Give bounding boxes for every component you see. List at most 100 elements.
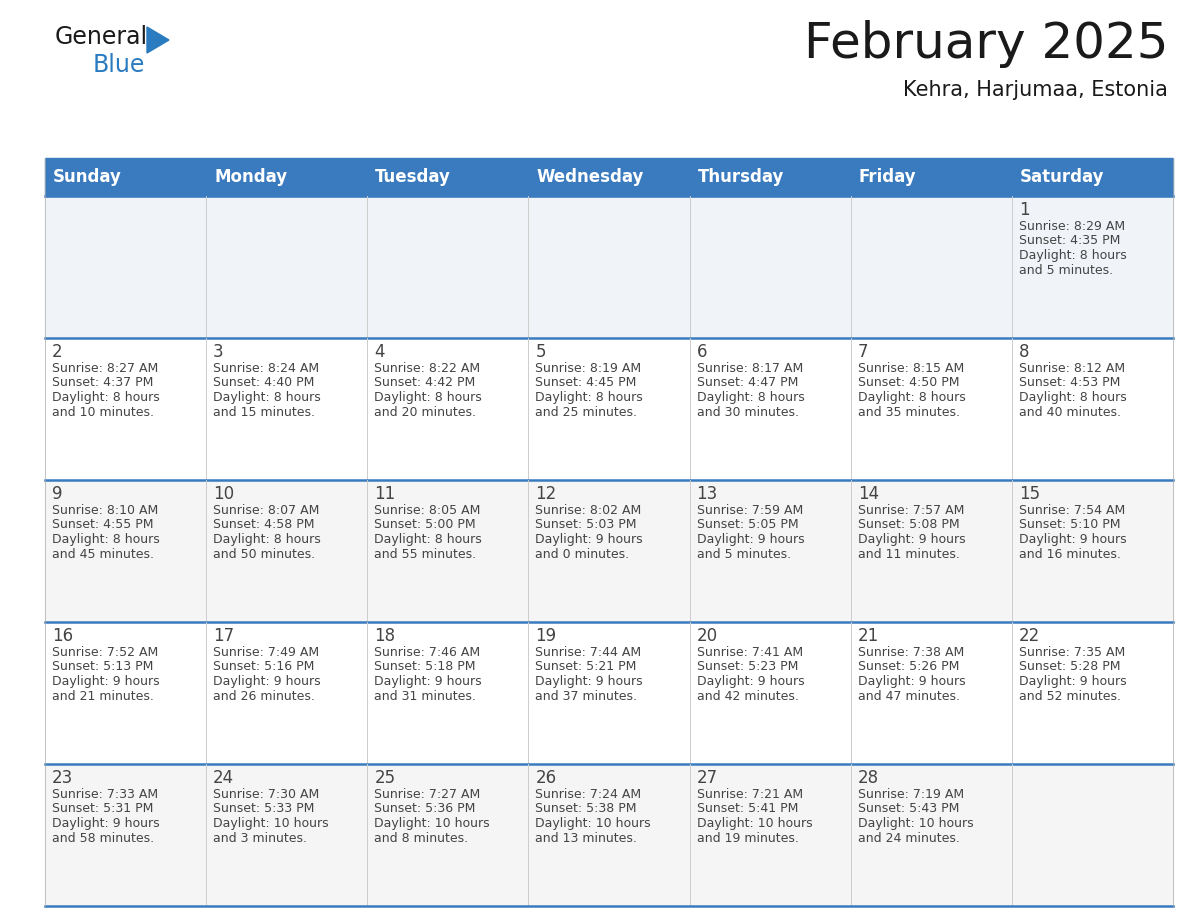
Text: Sunset: 5:26 PM: Sunset: 5:26 PM: [858, 660, 959, 674]
Text: and 8 minutes.: and 8 minutes.: [374, 832, 468, 845]
Text: and 20 minutes.: and 20 minutes.: [374, 406, 476, 419]
Text: Sunrise: 7:59 AM: Sunrise: 7:59 AM: [696, 504, 803, 517]
Text: 19: 19: [536, 627, 556, 645]
Text: and 30 minutes.: and 30 minutes.: [696, 406, 798, 419]
Text: Sunset: 4:45 PM: Sunset: 4:45 PM: [536, 376, 637, 389]
Text: and 5 minutes.: and 5 minutes.: [696, 547, 791, 561]
Text: and 11 minutes.: and 11 minutes.: [858, 547, 960, 561]
Bar: [45, 158, 1173, 196]
Text: and 19 minutes.: and 19 minutes.: [696, 832, 798, 845]
Text: and 21 minutes.: and 21 minutes.: [52, 689, 154, 702]
Text: Sunday: Sunday: [53, 168, 122, 186]
Text: Sunrise: 7:44 AM: Sunrise: 7:44 AM: [536, 646, 642, 659]
Text: Tuesday: Tuesday: [375, 168, 451, 186]
Bar: [45, 338, 1173, 480]
Text: Sunset: 5:13 PM: Sunset: 5:13 PM: [52, 660, 153, 674]
Text: Sunset: 5:41 PM: Sunset: 5:41 PM: [696, 802, 798, 815]
Text: Sunrise: 7:33 AM: Sunrise: 7:33 AM: [52, 788, 158, 801]
Bar: [45, 196, 1173, 338]
Text: Sunrise: 8:17 AM: Sunrise: 8:17 AM: [696, 362, 803, 375]
Text: 15: 15: [1019, 485, 1040, 503]
Text: Daylight: 8 hours: Daylight: 8 hours: [858, 391, 966, 404]
Bar: [45, 764, 1173, 906]
Text: 13: 13: [696, 485, 718, 503]
Text: 11: 11: [374, 485, 396, 503]
Text: Daylight: 8 hours: Daylight: 8 hours: [1019, 391, 1126, 404]
Text: February 2025: February 2025: [803, 20, 1168, 68]
Text: Sunrise: 7:30 AM: Sunrise: 7:30 AM: [213, 788, 320, 801]
Text: and 55 minutes.: and 55 minutes.: [374, 547, 476, 561]
Text: Daylight: 9 hours: Daylight: 9 hours: [858, 675, 966, 688]
Text: 23: 23: [52, 769, 74, 787]
Text: Sunrise: 7:38 AM: Sunrise: 7:38 AM: [858, 646, 963, 659]
Text: Sunrise: 7:49 AM: Sunrise: 7:49 AM: [213, 646, 320, 659]
Text: General: General: [55, 25, 148, 49]
Text: Sunrise: 7:21 AM: Sunrise: 7:21 AM: [696, 788, 803, 801]
Text: Sunrise: 8:10 AM: Sunrise: 8:10 AM: [52, 504, 158, 517]
Text: and 45 minutes.: and 45 minutes.: [52, 547, 154, 561]
Text: Sunset: 5:38 PM: Sunset: 5:38 PM: [536, 802, 637, 815]
Text: Sunset: 5:18 PM: Sunset: 5:18 PM: [374, 660, 475, 674]
Text: Sunrise: 7:27 AM: Sunrise: 7:27 AM: [374, 788, 480, 801]
Text: 21: 21: [858, 627, 879, 645]
Text: Daylight: 8 hours: Daylight: 8 hours: [1019, 249, 1126, 262]
Text: and 13 minutes.: and 13 minutes.: [536, 832, 637, 845]
Text: 27: 27: [696, 769, 718, 787]
Text: 10: 10: [213, 485, 234, 503]
Text: Daylight: 10 hours: Daylight: 10 hours: [213, 817, 329, 830]
Text: 28: 28: [858, 769, 879, 787]
Text: 9: 9: [52, 485, 63, 503]
Text: Daylight: 9 hours: Daylight: 9 hours: [374, 675, 482, 688]
Text: Sunrise: 7:57 AM: Sunrise: 7:57 AM: [858, 504, 965, 517]
Text: and 10 minutes.: and 10 minutes.: [52, 406, 154, 419]
Text: Sunset: 4:42 PM: Sunset: 4:42 PM: [374, 376, 475, 389]
Text: Sunrise: 7:54 AM: Sunrise: 7:54 AM: [1019, 504, 1125, 517]
Text: Sunrise: 7:52 AM: Sunrise: 7:52 AM: [52, 646, 158, 659]
Text: Daylight: 8 hours: Daylight: 8 hours: [536, 391, 643, 404]
Text: Sunset: 4:55 PM: Sunset: 4:55 PM: [52, 519, 153, 532]
Text: Sunset: 5:36 PM: Sunset: 5:36 PM: [374, 802, 475, 815]
Polygon shape: [147, 27, 169, 53]
Text: Sunrise: 7:46 AM: Sunrise: 7:46 AM: [374, 646, 480, 659]
Text: 3: 3: [213, 343, 223, 361]
Text: Sunset: 4:50 PM: Sunset: 4:50 PM: [858, 376, 959, 389]
Text: and 42 minutes.: and 42 minutes.: [696, 689, 798, 702]
Text: and 37 minutes.: and 37 minutes.: [536, 689, 638, 702]
Text: Daylight: 10 hours: Daylight: 10 hours: [536, 817, 651, 830]
Text: 6: 6: [696, 343, 707, 361]
Text: Daylight: 9 hours: Daylight: 9 hours: [536, 675, 643, 688]
Text: Sunrise: 7:19 AM: Sunrise: 7:19 AM: [858, 788, 963, 801]
Text: 24: 24: [213, 769, 234, 787]
Text: and 58 minutes.: and 58 minutes.: [52, 832, 154, 845]
Text: 4: 4: [374, 343, 385, 361]
Text: Sunset: 4:53 PM: Sunset: 4:53 PM: [1019, 376, 1120, 389]
Text: Daylight: 8 hours: Daylight: 8 hours: [374, 533, 482, 546]
Text: 5: 5: [536, 343, 546, 361]
Text: Daylight: 8 hours: Daylight: 8 hours: [213, 391, 321, 404]
Text: Sunset: 5:23 PM: Sunset: 5:23 PM: [696, 660, 798, 674]
Text: Sunset: 4:40 PM: Sunset: 4:40 PM: [213, 376, 315, 389]
Text: and 26 minutes.: and 26 minutes.: [213, 689, 315, 702]
Text: Kehra, Harjumaa, Estonia: Kehra, Harjumaa, Estonia: [903, 80, 1168, 100]
Text: Monday: Monday: [214, 168, 287, 186]
Text: Sunrise: 8:22 AM: Sunrise: 8:22 AM: [374, 362, 480, 375]
Text: and 50 minutes.: and 50 minutes.: [213, 547, 315, 561]
Text: and 16 minutes.: and 16 minutes.: [1019, 547, 1120, 561]
Text: Daylight: 10 hours: Daylight: 10 hours: [858, 817, 973, 830]
Text: Daylight: 9 hours: Daylight: 9 hours: [858, 533, 966, 546]
Text: Wednesday: Wednesday: [537, 168, 644, 186]
Text: 12: 12: [536, 485, 557, 503]
Text: 2: 2: [52, 343, 63, 361]
Text: Daylight: 9 hours: Daylight: 9 hours: [52, 817, 159, 830]
Text: Daylight: 9 hours: Daylight: 9 hours: [536, 533, 643, 546]
Text: Sunrise: 7:35 AM: Sunrise: 7:35 AM: [1019, 646, 1125, 659]
Text: Sunrise: 7:24 AM: Sunrise: 7:24 AM: [536, 788, 642, 801]
Text: 7: 7: [858, 343, 868, 361]
Text: 16: 16: [52, 627, 74, 645]
Text: Sunrise: 7:41 AM: Sunrise: 7:41 AM: [696, 646, 803, 659]
Text: Daylight: 9 hours: Daylight: 9 hours: [213, 675, 321, 688]
Text: Sunset: 5:05 PM: Sunset: 5:05 PM: [696, 519, 798, 532]
Text: Daylight: 9 hours: Daylight: 9 hours: [1019, 533, 1126, 546]
Text: and 31 minutes.: and 31 minutes.: [374, 689, 476, 702]
Text: Sunrise: 8:07 AM: Sunrise: 8:07 AM: [213, 504, 320, 517]
